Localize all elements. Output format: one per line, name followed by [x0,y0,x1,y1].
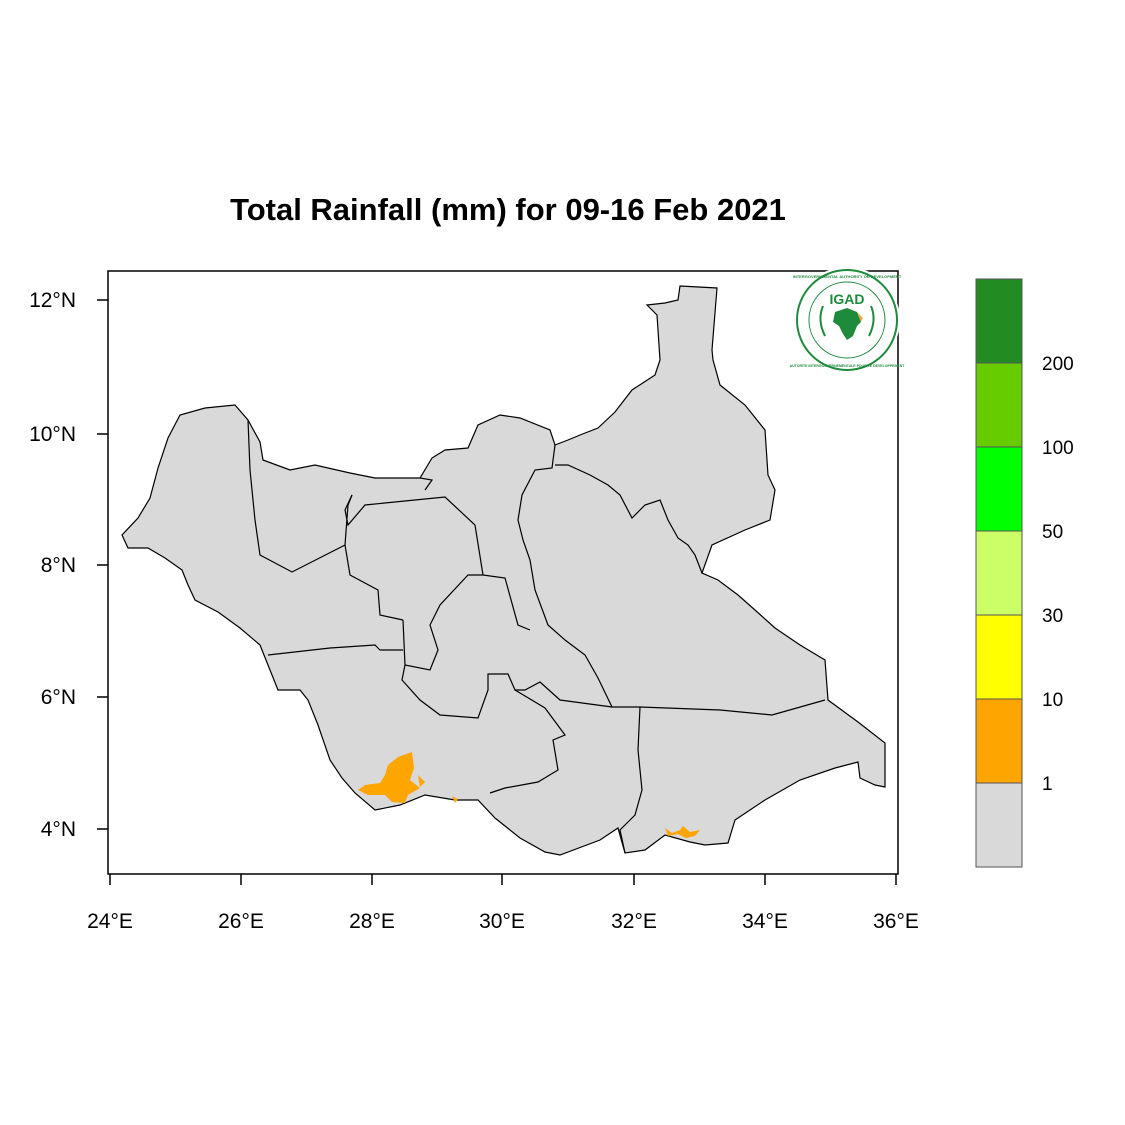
y-tick-label: 6°N [41,686,76,709]
legend-swatch [975,362,1023,448]
x-tick-label: 36°E [873,910,919,933]
south-sudan-land [121,285,886,856]
legend-label: 30 [1042,606,1063,627]
rainfall-1-10mm [358,752,700,838]
africa-icon [833,308,861,340]
y-axis: 12°N 10°N 8°N 6°N 4°N [29,289,108,841]
legend-swatch [975,698,1023,784]
legend-label: 1 [1042,774,1053,795]
x-tick-label: 30°E [479,910,525,933]
logo-acronym: IGAD [830,291,865,307]
y-tick-label: 12°N [29,289,76,312]
legend-label: 50 [1042,522,1063,543]
x-tick-label: 32°E [611,910,657,933]
legend-label: 200 [1042,354,1074,375]
legend-swatch [975,614,1023,700]
igad-logo: IGAD INTERGOVERNMENTAL AUTHORITY ON DEVE… [790,267,906,373]
logo-ring-bottom: AUTORITE INTERGOUVERNEMENTALE POUR LE DE… [790,364,906,368]
y-tick-label: 10°N [29,423,76,446]
legend-label: 10 [1042,690,1063,711]
legend-swatch [975,278,1023,364]
y-tick-label: 4°N [41,818,76,841]
color-legend: 1 10 30 50 100 200 [975,278,1074,868]
x-tick-label: 24°E [87,910,133,933]
x-tick-label: 34°E [742,910,788,933]
x-tick-label: 26°E [218,910,264,933]
map-title: Total Rainfall (mm) for 09-16 Feb 2021 [230,192,786,227]
state-boundaries [247,419,826,854]
legend-label: 100 [1042,438,1074,459]
legend-swatch [975,446,1023,532]
legend-swatch [975,782,1023,868]
legend-swatch [975,530,1023,616]
x-axis: 24°E 26°E 28°E 30°E 32°E 34°E 36°E [87,874,919,933]
y-tick-label: 8°N [41,554,76,577]
x-tick-label: 28°E [349,910,395,933]
logo-ring-top: INTERGOVERNMENTAL AUTHORITY ON DEVELOPME… [793,274,902,279]
